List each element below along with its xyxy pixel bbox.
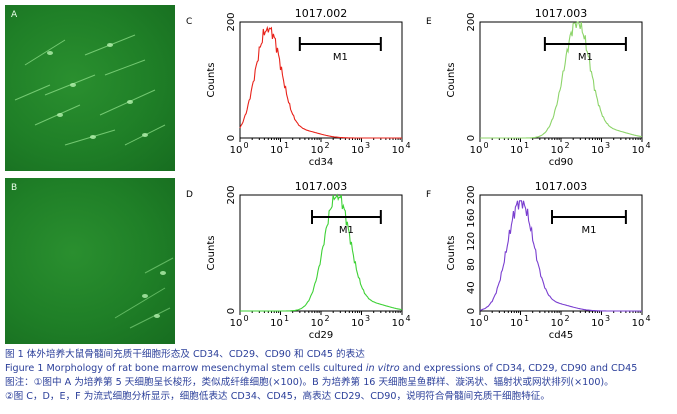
panel-letter: C	[186, 17, 192, 27]
caption-cn-title: 图 1 体外培养大鼠骨髓间充质干细胞形态及 CD34、CD29、CD90 和 C…	[5, 349, 365, 360]
y-tick-label: 0	[226, 308, 237, 314]
micrograph-b-cells	[114, 257, 174, 329]
x-tick-label: 10	[510, 145, 523, 156]
histogram-curve	[480, 21, 643, 139]
histogram-curve	[239, 25, 402, 139]
caption-en-italic: in vitro	[365, 363, 400, 374]
x-axis-label: cd45	[549, 330, 574, 341]
x-tick-exponent: 2	[324, 314, 329, 323]
micrograph-a: A	[5, 5, 175, 171]
x-tick-exponent: 0	[243, 141, 248, 150]
caption-en-pre: Figure 1 Morphology of rat bone marrow m…	[5, 363, 366, 374]
gate-label: M1	[339, 225, 354, 236]
caption-note-2: ②图 C，D，E，F 为流式细胞分析显示，细胞低表达 CD34、CD45，高表达…	[5, 391, 550, 402]
x-tick-label: 10	[551, 145, 564, 156]
y-tick-label: 200	[226, 12, 237, 31]
panel-title: 1017.002	[295, 7, 348, 20]
caption-note-1: 图注：①图中 A 为培养第 5 天细胞呈长梭形，类似成纤维细胞(×100)。B …	[5, 377, 614, 388]
caption-en-title: Figure 1 Morphology of rat bone marrow m…	[5, 362, 673, 376]
y-axis-label: Counts	[206, 236, 217, 271]
x-tick-exponent: 4	[405, 314, 410, 323]
x-tick-exponent: 3	[365, 141, 370, 150]
x-tick-exponent: 2	[324, 141, 329, 150]
panel-letter: E	[426, 17, 432, 27]
x-tick-exponent: 0	[483, 141, 488, 150]
x-tick-exponent: 3	[365, 314, 370, 323]
x-tick-label: 10	[351, 145, 364, 156]
x-axis-label: cd29	[309, 330, 334, 341]
y-tick-label: 40	[466, 281, 477, 294]
panel-title: 1017.003	[535, 180, 588, 193]
x-tick-exponent: 4	[645, 314, 650, 323]
y-tick-label: 200	[466, 185, 477, 204]
x-tick-label: 10	[270, 145, 283, 156]
x-tick-label: 10	[270, 318, 283, 329]
micrograph-a-cells	[14, 34, 166, 146]
y-axis-label: Counts	[206, 63, 217, 98]
x-tick-label: 10	[591, 318, 604, 329]
x-tick-label: 10	[230, 318, 243, 329]
y-axis-label: Counts	[446, 63, 457, 98]
x-tick-label: 10	[392, 318, 405, 329]
y-tick-label: 120	[466, 232, 477, 251]
y-tick-label: 200	[466, 12, 477, 31]
gate-label: M1	[333, 52, 348, 63]
x-tick-label: 10	[470, 145, 483, 156]
x-tick-label: 10	[551, 318, 564, 329]
x-tick-label: 10	[311, 318, 324, 329]
x-tick-label: 10	[311, 145, 324, 156]
x-tick-exponent: 3	[605, 141, 610, 150]
x-tick-label: 10	[591, 145, 604, 156]
x-tick-exponent: 4	[645, 141, 650, 150]
micrograph-b: B	[5, 178, 175, 344]
histogram-curve	[479, 200, 642, 312]
plot-frame	[479, 21, 643, 139]
y-tick-label: 0	[466, 308, 477, 314]
y-axis-label: Counts	[446, 236, 457, 271]
panel-title: 1017.003	[535, 7, 588, 20]
y-tick-label: 0	[466, 135, 477, 141]
plot-frame	[479, 194, 643, 312]
x-tick-exponent: 1	[284, 141, 289, 150]
panel-title: 1017.003	[295, 180, 348, 193]
micrograph-a-label: A	[11, 10, 18, 20]
y-tick-label: 200	[226, 185, 237, 204]
panel-letter: F	[426, 190, 431, 200]
x-tick-exponent: 1	[524, 314, 529, 323]
x-tick-exponent: 2	[564, 314, 569, 323]
x-tick-label: 10	[392, 145, 405, 156]
y-tick-label: 0	[226, 135, 237, 141]
x-tick-label: 10	[351, 318, 364, 329]
micrograph-b-label: B	[11, 183, 18, 193]
x-tick-label: 10	[230, 145, 243, 156]
plot-frame	[239, 21, 403, 139]
x-tick-exponent: 3	[605, 314, 610, 323]
x-axis-label: cd34	[309, 157, 334, 168]
gate-label: M1	[578, 52, 593, 63]
histogram-curve	[240, 193, 403, 312]
x-tick-exponent: 2	[564, 141, 569, 150]
x-tick-exponent: 0	[243, 314, 248, 323]
x-axis-label: cd90	[549, 157, 574, 168]
caption-en-post: and expressions of CD34, CD29, CD90 and …	[399, 363, 638, 374]
plot-frame	[239, 194, 403, 312]
panel-letter: D	[186, 190, 193, 200]
x-tick-label: 10	[632, 318, 645, 329]
y-tick-label: 80	[466, 258, 477, 271]
x-tick-exponent: 4	[405, 141, 410, 150]
x-tick-exponent: 0	[483, 314, 488, 323]
x-tick-exponent: 1	[284, 314, 289, 323]
x-tick-label: 10	[510, 318, 523, 329]
x-tick-label: 10	[470, 318, 483, 329]
y-tick-label: 160	[466, 209, 477, 228]
gate-label: M1	[581, 225, 596, 236]
x-tick-exponent: 1	[524, 141, 529, 150]
x-tick-label: 10	[632, 145, 645, 156]
figure-caption: 图 1 体外培养大鼠骨髓间充质干细胞形态及 CD34、CD29、CD90 和 C…	[5, 348, 673, 404]
